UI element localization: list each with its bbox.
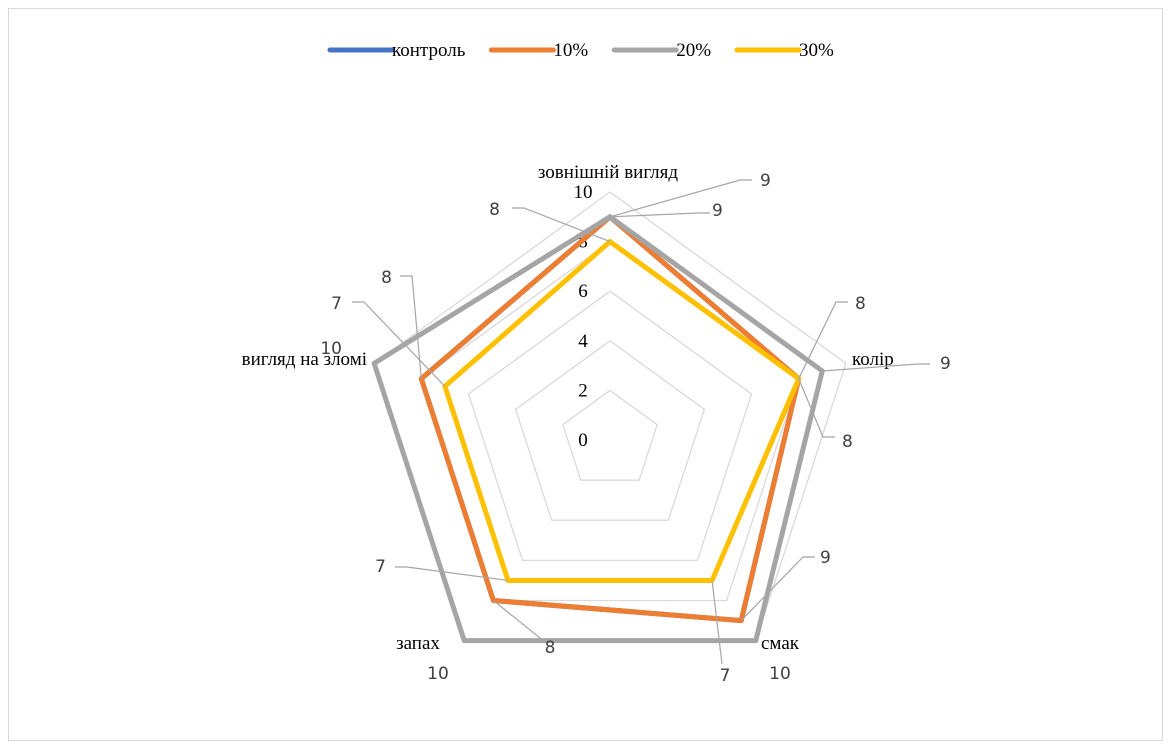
category-labels: зовнішній вигляд колір смак запах вигляд на … [242, 162, 894, 654]
legend-label-0: контроль [392, 40, 466, 61]
chart-area [8, 8, 1163, 741]
data-label-s0-1: 8 [842, 432, 853, 452]
data-label-s2-2: 10 [769, 664, 791, 684]
data-label-s3-1: 8 [855, 294, 866, 314]
grid-ring-2 [562, 389, 658, 481]
leader-line-s2-1 [822, 363, 930, 372]
data-label-s2-0: 9 [760, 171, 771, 191]
leader-line-s0-0 [609, 212, 710, 218]
category-label-4: вигляд на зломі [242, 349, 367, 370]
grid-ring-4 [514, 339, 706, 521]
leader-line-s3-4 [352, 301, 446, 387]
category-label-1: колір [852, 349, 894, 370]
data-label-s0-3: 8 [545, 638, 556, 658]
leader-line-s0-2 [740, 556, 815, 621]
legend-label-1: 10% [553, 40, 588, 61]
series-lines [371, 214, 825, 644]
legend-item-0: контроль [327, 40, 466, 61]
leader-line-s3-2 [711, 580, 723, 665]
tick-label-4: 4 [578, 331, 588, 352]
legend: контроль 10% 20% 30% [327, 40, 834, 61]
data-labels: 9 8 9 8 8 9 9 10 10 10 8 8 7 7 7 [320, 171, 950, 686]
tick-label-0: 0 [578, 430, 588, 451]
legend-item-1: 10% [488, 40, 588, 61]
tick-label-6: 6 [578, 281, 588, 302]
series-line-2 [371, 214, 825, 644]
legend-label-2: 20% [676, 40, 711, 61]
data-label-s0-4: 8 [381, 268, 392, 288]
data-label-s3-2: 7 [720, 666, 731, 686]
leader-line-s3-1 [798, 301, 848, 379]
grid-ring-6 [467, 290, 753, 562]
leader-line-s3-0 [512, 207, 611, 243]
label-leader-lines [352, 179, 930, 665]
data-label-s2-3: 10 [427, 664, 449, 684]
series-line-1 [418, 214, 802, 624]
category-label-0: зовнішній вигляд [538, 162, 678, 183]
category-label-2: смак [761, 633, 800, 654]
leader-line-s0-4 [400, 275, 422, 379]
legend-item-3: 30% [734, 40, 834, 61]
data-label-s3-3: 7 [375, 557, 386, 577]
tick-label-10: 10 [574, 182, 593, 203]
data-label-s2-1: 9 [940, 354, 951, 374]
data-label-s3-0: 8 [489, 200, 500, 220]
data-label-s0-0: 9 [712, 201, 723, 221]
leader-line-s0-1 [798, 378, 835, 438]
data-label-s0-2: 9 [820, 548, 831, 568]
legend-item-2: 20% [611, 40, 711, 61]
leader-line-s0-3 [493, 600, 546, 643]
leader-line-s3-3 [395, 566, 509, 582]
leader-line-s2-0 [609, 179, 752, 218]
data-label-s3-4: 7 [331, 294, 342, 314]
series-line-3 [442, 239, 802, 583]
data-label-s2-4: 10 [320, 339, 342, 359]
category-label-3: запах [396, 633, 440, 654]
tick-label-2: 2 [578, 380, 588, 401]
legend-label-3: 30% [799, 40, 834, 61]
